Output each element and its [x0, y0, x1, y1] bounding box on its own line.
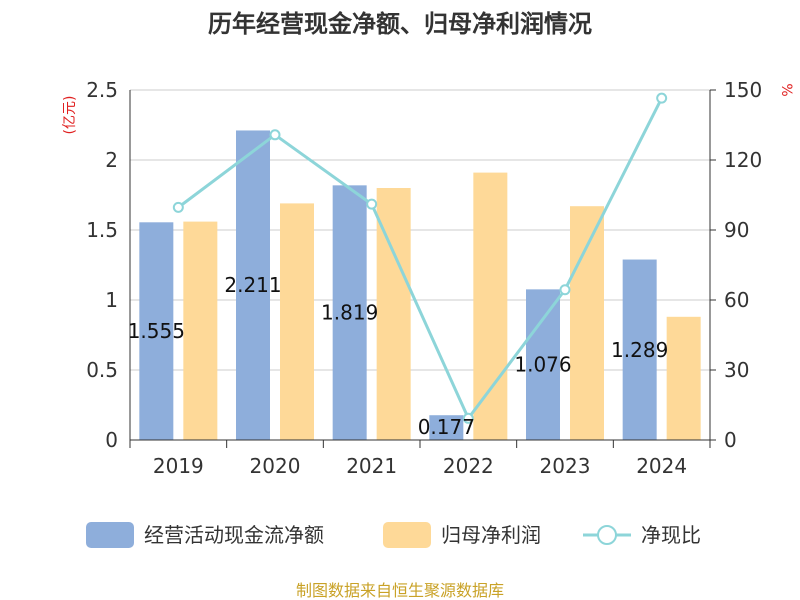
- legend-label-ratio: 净现比: [641, 523, 701, 547]
- left-axis-tick: 1.5: [86, 218, 118, 242]
- left-axis-unit: (亿元): [62, 96, 78, 135]
- cashflow-bar: [622, 259, 657, 440]
- legend-label-net-profit: 归母净利润: [441, 523, 541, 547]
- net-profit-bar: [570, 206, 604, 440]
- x-axis-tick: 2020: [250, 454, 301, 478]
- data-label: 0.177: [418, 415, 475, 439]
- x-axis-tick: 2023: [540, 454, 591, 478]
- right-axis-tick: 30: [724, 358, 749, 382]
- net-profit-bar: [183, 221, 218, 440]
- chart-title: 历年经营现金净额、归母净利润情况: [208, 10, 592, 38]
- cashflow-bar: [526, 289, 560, 440]
- data-label: 1.076: [514, 353, 571, 377]
- data-label: 1.819: [321, 301, 378, 325]
- left-axis-tick: 0.5: [86, 358, 118, 382]
- x-axis-tick: 2021: [346, 454, 397, 478]
- left-axis-tick: 1: [105, 288, 118, 312]
- data-label: 1.555: [128, 319, 185, 343]
- ratio-point: [172, 201, 184, 213]
- left-axis-tick: 2.5: [86, 78, 118, 102]
- right-axis-tick: 60: [724, 288, 749, 312]
- bars: [139, 130, 701, 440]
- cashflow-bar: [429, 415, 464, 440]
- right-axis-tick: 120: [724, 148, 762, 172]
- cashflow-bar: [332, 185, 367, 440]
- ratio-point: [559, 284, 571, 296]
- cashflow-bar: [139, 222, 174, 440]
- ratio-point: [366, 198, 378, 210]
- left-axis-tick: 0: [105, 428, 118, 452]
- left-axis-tick: 2: [105, 148, 118, 172]
- cashflow-bar: [236, 130, 270, 440]
- ratio-point: [462, 412, 474, 424]
- x-axis-tick: 2024: [636, 454, 687, 478]
- net-profit-bar: [280, 203, 314, 440]
- grid-lines: [130, 89, 710, 371]
- legend-swatch-net-profit: [383, 522, 431, 548]
- x-axis-tick: 2019: [153, 454, 204, 478]
- right-axis-tick: 150: [724, 78, 762, 102]
- ratio-point: [269, 129, 281, 141]
- legend-marker-ratio: [597, 525, 617, 545]
- right-axis-tick: 0: [724, 428, 737, 452]
- legend-swatch-cashflow: [86, 522, 134, 548]
- right-axis-tick: 90: [724, 218, 749, 242]
- right-axis-unit: %: [778, 83, 794, 96]
- source-note: 制图数据来自恒生聚源数据库: [296, 581, 504, 600]
- ratio-point: [656, 92, 668, 104]
- net-profit-bar: [473, 172, 508, 440]
- data-label: 2.211: [224, 273, 281, 297]
- legend: 经营活动现金流净额 归母净利润 净现比: [86, 522, 701, 548]
- axes: 0 0.5 1 1.5 2 2.5 0 30 60 90 120 150 2019 2020 2021 202…: [86, 78, 762, 478]
- ratio-line: [172, 92, 668, 424]
- data-label: 1.289: [611, 338, 668, 362]
- legend-label-cashflow: 经营活动现金流净额: [144, 523, 324, 547]
- ratio-line-path: [177, 97, 664, 422]
- data-labels: 1.555 2.211 1.819 0.177 1.076 1.289: [128, 273, 669, 439]
- net-profit-bar: [666, 316, 701, 440]
- x-axis-tick: 2022: [443, 454, 494, 478]
